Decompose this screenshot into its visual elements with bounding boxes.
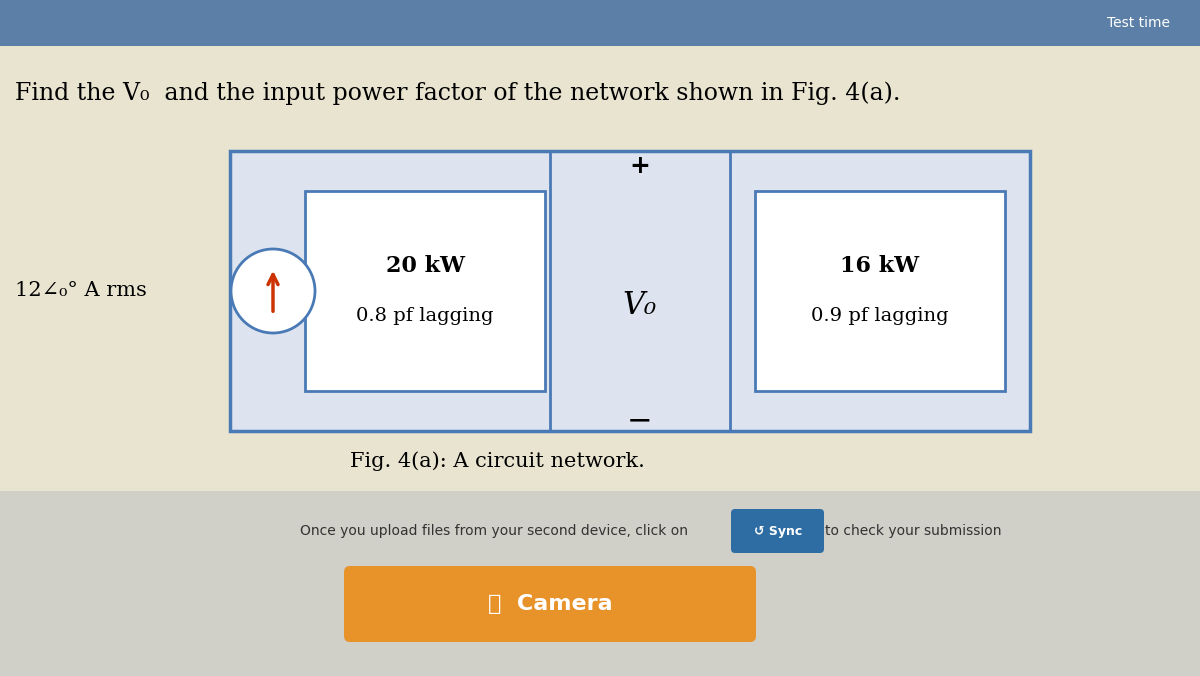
Text: Test time: Test time	[1108, 16, 1170, 30]
Text: 12∠₀° A rms: 12∠₀° A rms	[14, 281, 146, 301]
FancyBboxPatch shape	[230, 151, 1030, 431]
Text: −: −	[628, 406, 653, 435]
FancyBboxPatch shape	[305, 191, 545, 391]
FancyBboxPatch shape	[0, 491, 1200, 676]
Text: ↺ Sync: ↺ Sync	[754, 525, 802, 537]
Text: to check your submission: to check your submission	[826, 524, 1002, 538]
Text: Once you upload files from your second device, click on: Once you upload files from your second d…	[300, 524, 688, 538]
Text: 0.9 pf lagging: 0.9 pf lagging	[811, 307, 949, 325]
Text: V₀: V₀	[623, 291, 658, 322]
FancyBboxPatch shape	[0, 0, 1200, 46]
FancyBboxPatch shape	[344, 566, 756, 642]
Text: +: +	[630, 154, 650, 178]
FancyBboxPatch shape	[755, 191, 1006, 391]
Text: Find the V₀  and the input power factor of the network shown in Fig. 4(a).: Find the V₀ and the input power factor o…	[14, 81, 900, 105]
Circle shape	[230, 249, 314, 333]
FancyBboxPatch shape	[731, 509, 824, 553]
Text: 16 kW: 16 kW	[840, 255, 919, 277]
Text: 0.8 pf lagging: 0.8 pf lagging	[356, 307, 493, 325]
Text: Fig. 4(a): A circuit network.: Fig. 4(a): A circuit network.	[350, 451, 644, 471]
Text: 20 kW: 20 kW	[385, 255, 464, 277]
Text: 📷  Camera: 📷 Camera	[487, 594, 612, 614]
